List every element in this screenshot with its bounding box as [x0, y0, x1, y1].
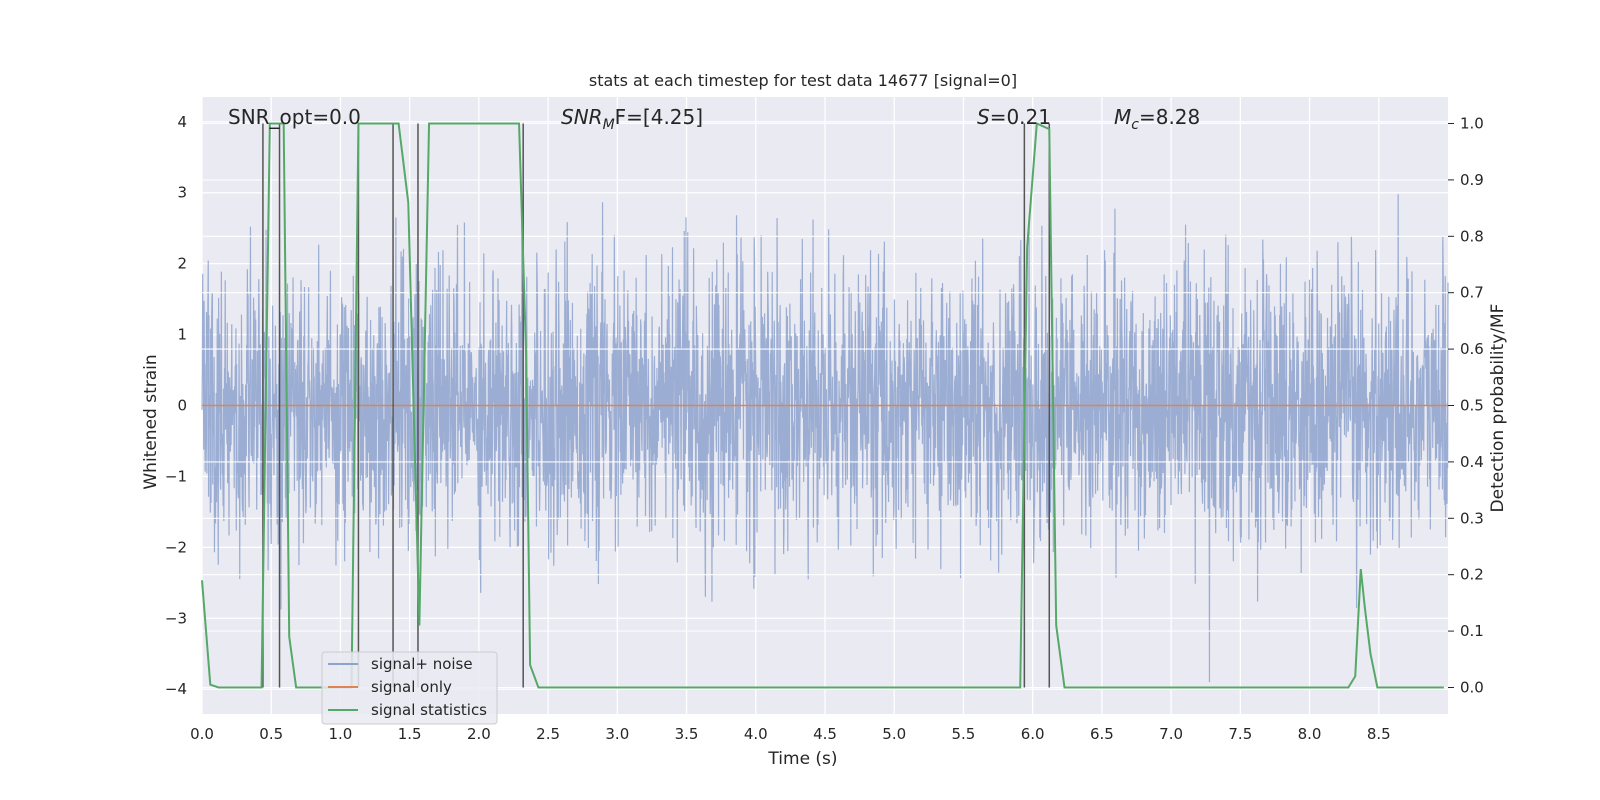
x-tick-label: 3.5: [675, 725, 699, 743]
legend-label-signal-noise: signal+ noise: [371, 655, 473, 673]
x-tick-label: 7.5: [1228, 725, 1252, 743]
x-tick-label: 8.0: [1298, 725, 1322, 743]
annotation-s: S=0.21: [977, 105, 1051, 129]
signal-statistics-series: [201, 122, 1444, 689]
y2-tick-label: 1.0: [1460, 115, 1484, 133]
y-tick-label: 4: [177, 113, 187, 131]
tick-labels: 0.0 0.5 1.0 1.5 2.0 2.5 3.0 3.5 4.0 4.5 5.0 5.5 6.0 6…: [165, 113, 1484, 743]
y2-tick-label: 0.6: [1460, 340, 1484, 358]
y2-tick-label: 0.9: [1460, 171, 1484, 189]
annotation-mc: Mc=8.28: [1114, 105, 1200, 133]
y2-tick-label: 0.1: [1460, 622, 1484, 640]
x-tick-label: 4.0: [744, 725, 768, 743]
y-tick-label: −2: [165, 538, 187, 556]
x-tick-label: 2.0: [467, 725, 491, 743]
y2-axis-label: Detection probability/MF: [1488, 304, 1508, 513]
y-tick-label: 0: [177, 397, 187, 415]
y2-tick-label: 0.8: [1460, 227, 1484, 245]
x-tick-label: 1.5: [398, 725, 422, 743]
y-tick-label: 3: [177, 184, 187, 202]
signal-noise-series: [201, 194, 1449, 683]
y-tick-label: −3: [165, 609, 187, 627]
x-tick-label: 0.5: [259, 725, 283, 743]
y2-tick-label: 0.5: [1460, 397, 1484, 415]
y-tick-label: −1: [165, 467, 187, 485]
chart-title: stats at each timestep for test data 146…: [589, 71, 1017, 90]
y2-tick-label: 0.4: [1460, 453, 1484, 471]
x-tick-label: 2.5: [536, 725, 560, 743]
legend-label-signal-only: signal only: [371, 678, 452, 696]
signal-noise-line: [201, 194, 1449, 683]
y2-tick-label: 0.0: [1460, 678, 1484, 696]
x-tick-label: 4.5: [813, 725, 837, 743]
x-tick-label: 7.0: [1159, 725, 1183, 743]
x-tick-label: 6.5: [1090, 725, 1114, 743]
annotation-snr-opt: SNR_opt=0.0: [228, 105, 361, 129]
legend: signal+ noise signal only signal statist…: [321, 651, 498, 725]
x-tick-label: 6.0: [1021, 725, 1045, 743]
x-tick-label: 5.5: [952, 725, 976, 743]
x-axis-label: Time (s): [767, 749, 837, 769]
x-tick-label: 3.0: [605, 725, 629, 743]
y2-tick-label: 0.3: [1460, 509, 1484, 527]
annotation-snr-mf: SNRMF=[4.25]: [561, 105, 703, 133]
y-tick-label: 2: [177, 255, 187, 273]
y-tick-label: 1: [177, 326, 187, 344]
x-tick-label: 0.0: [190, 725, 214, 743]
x-tick-label: 5.0: [882, 725, 906, 743]
y2-tick-label: 0.2: [1460, 566, 1484, 584]
x-tick-label: 1.0: [329, 725, 353, 743]
x-tick-label: 8.5: [1367, 725, 1391, 743]
y-axis-label: Whitened strain: [141, 354, 161, 489]
legend-label-signal-statistics: signal statistics: [371, 701, 487, 719]
signal-statistics-line: [201, 122, 1444, 689]
y-tick-label: −4: [165, 680, 187, 698]
y2-tick-label: 0.7: [1460, 284, 1484, 302]
legend-box: [321, 651, 498, 725]
